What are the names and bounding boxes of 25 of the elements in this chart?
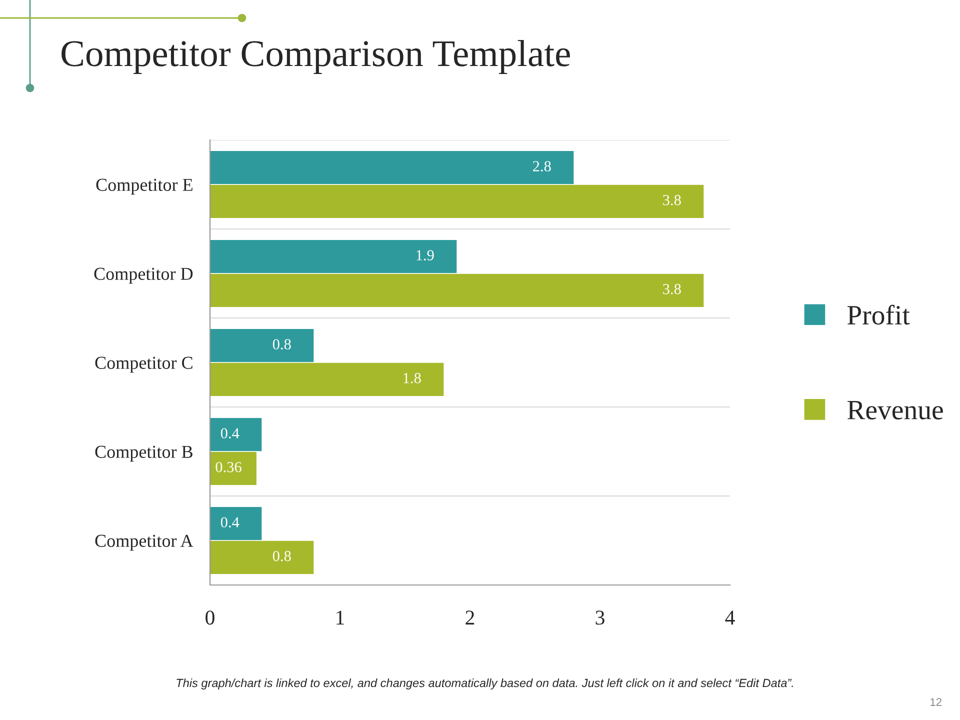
data-label: 1.8 (404, 372, 421, 384)
data-label: 3.8 (663, 284, 681, 294)
text: 12 (930, 698, 942, 706)
data-label: 3.8 (663, 194, 681, 206)
chart-title: Competitor Comparison Template (62, 40, 570, 74)
data-label: 1.9 (416, 250, 434, 260)
y-tick-label: Competitor A (95, 534, 194, 551)
data-label: 0.8 (272, 550, 291, 562)
data-label: 0.36 (216, 462, 242, 472)
data-label: 2.8 (533, 161, 551, 172)
legend-label: Revenue (847, 400, 943, 420)
x-tick-label: 0 (206, 610, 214, 625)
x-tick-label: 2 (466, 610, 474, 624)
y-tick-label: Competitor C (95, 356, 192, 373)
x-tick-label: 3 (596, 610, 604, 625)
y-tick-label: Competitor E (96, 178, 192, 195)
x-tick-label: 1 (336, 610, 344, 624)
data-label: 0.8 (272, 339, 291, 350)
y-tick-label: Competitor B (95, 446, 192, 462)
data-label: 0.4 (220, 428, 240, 438)
legend-label: Profit (847, 304, 910, 325)
x-tick-label: 4 (725, 610, 735, 624)
data-label: 0.4 (220, 517, 240, 528)
text: This graph/chart is linked to excel, and changes automatically based on data. Just left click on it and select “Edit Data”. (176, 678, 793, 690)
y-tick-label: Competitor D (94, 268, 193, 284)
